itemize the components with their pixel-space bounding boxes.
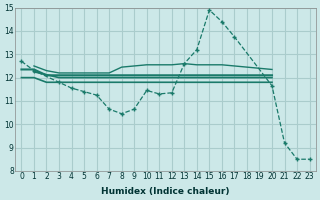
X-axis label: Humidex (Indice chaleur): Humidex (Indice chaleur) <box>101 187 230 196</box>
